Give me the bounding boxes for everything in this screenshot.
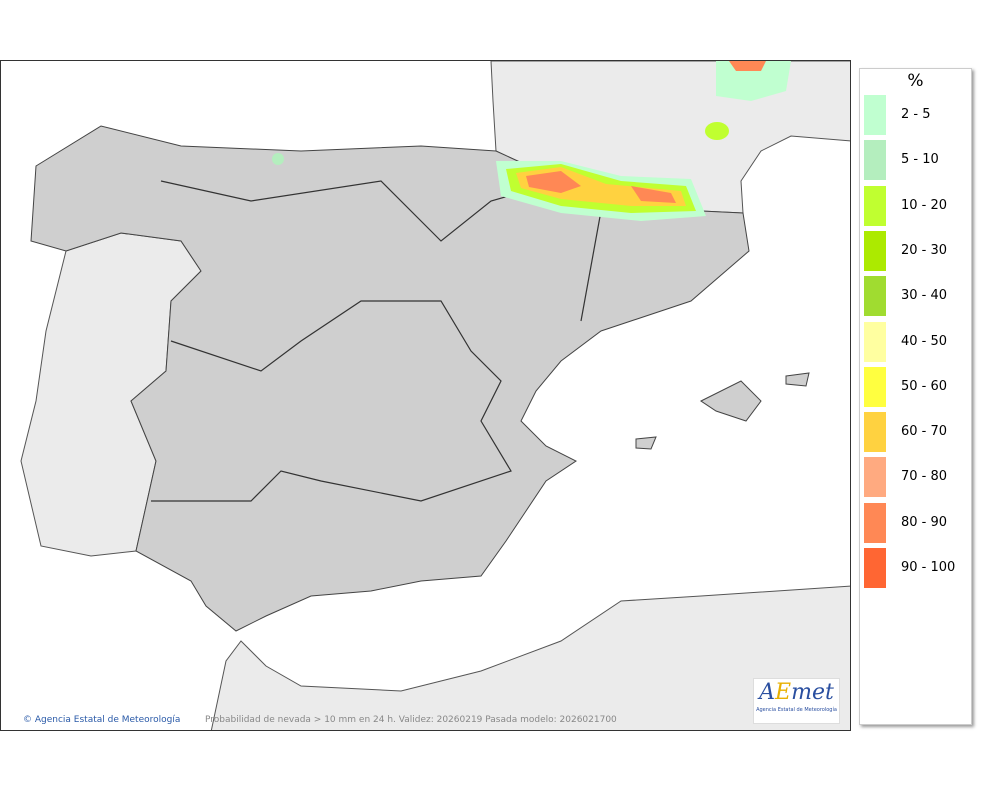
copyright-credit: © Agencia Estatal de Meteorología xyxy=(23,715,181,725)
legend-item: 80 - 90 xyxy=(864,502,969,545)
legend-item: 60 - 70 xyxy=(864,412,969,454)
credit-text: Agencia Estatal de Meteorología xyxy=(34,715,181,725)
legend-label: 2 - 5 xyxy=(901,107,931,122)
legend-label: 80 - 90 xyxy=(901,514,948,530)
legend-label: 30 - 40 xyxy=(901,288,948,304)
legend: % 2 - 5 5 - 10 10 - 20 20 - 30 30 - 40 40 - 5… xyxy=(859,68,972,725)
legend-swatch xyxy=(864,140,886,181)
legend-label: 20 - 30 xyxy=(901,242,948,258)
logo-subtitle: Agencia Estatal de Meteorología xyxy=(756,707,837,713)
legend-swatch xyxy=(864,185,886,226)
aemet-logo: AEmet Agencia Estatal de Meteorología xyxy=(753,678,840,724)
legend-label: 60 - 70 xyxy=(901,424,948,440)
snow-area-alps-core xyxy=(729,61,766,71)
legend-label: 50 - 60 xyxy=(901,378,948,394)
legend-label: 90 - 100 xyxy=(901,560,956,575)
legend-swatch xyxy=(864,230,886,271)
map-caption: Probabilidad de nevada > 10 mm en 24 h. … xyxy=(205,715,617,725)
balearic-islands xyxy=(635,372,810,450)
map-canvas xyxy=(20,61,850,730)
snow-probability-map: © Agencia Estatal de Meteorología Probab… xyxy=(0,60,851,731)
legend-item: 70 - 80 xyxy=(864,457,969,499)
legend-item: 30 - 40 xyxy=(864,276,969,318)
legend-swatch xyxy=(864,412,886,453)
legend-item: 2 - 5 xyxy=(864,95,969,137)
legend-swatch xyxy=(864,457,886,498)
snow-probability-areas xyxy=(272,61,791,221)
snow-area-small xyxy=(705,122,729,140)
legend-swatch xyxy=(864,502,886,543)
region-borders xyxy=(151,180,602,502)
legend-item: 10 - 20 xyxy=(864,185,969,228)
legend-item: 20 - 30 xyxy=(864,230,969,273)
legend-swatch xyxy=(864,276,886,317)
legend-label: 5 - 10 xyxy=(901,152,939,168)
legend-label: 70 - 80 xyxy=(901,469,948,485)
legend-label: 10 - 20 xyxy=(901,197,948,213)
snow-area-pyrenees-core xyxy=(526,171,676,203)
snow-area-cantabria xyxy=(272,153,284,165)
legend-swatch xyxy=(864,95,886,135)
legend-item: 90 - 100 xyxy=(864,548,969,590)
legend-item: 40 - 50 xyxy=(864,321,969,364)
legend-item: 50 - 60 xyxy=(864,366,969,409)
africa-land xyxy=(210,585,850,730)
legend-swatch xyxy=(864,548,886,588)
legend-unit: % xyxy=(907,71,924,91)
legend-label: 40 - 50 xyxy=(901,333,948,349)
legend-swatch xyxy=(864,321,886,362)
legend-item: 5 - 10 xyxy=(864,140,969,182)
legend-swatch xyxy=(864,366,886,407)
snow-area-alps xyxy=(716,61,791,101)
